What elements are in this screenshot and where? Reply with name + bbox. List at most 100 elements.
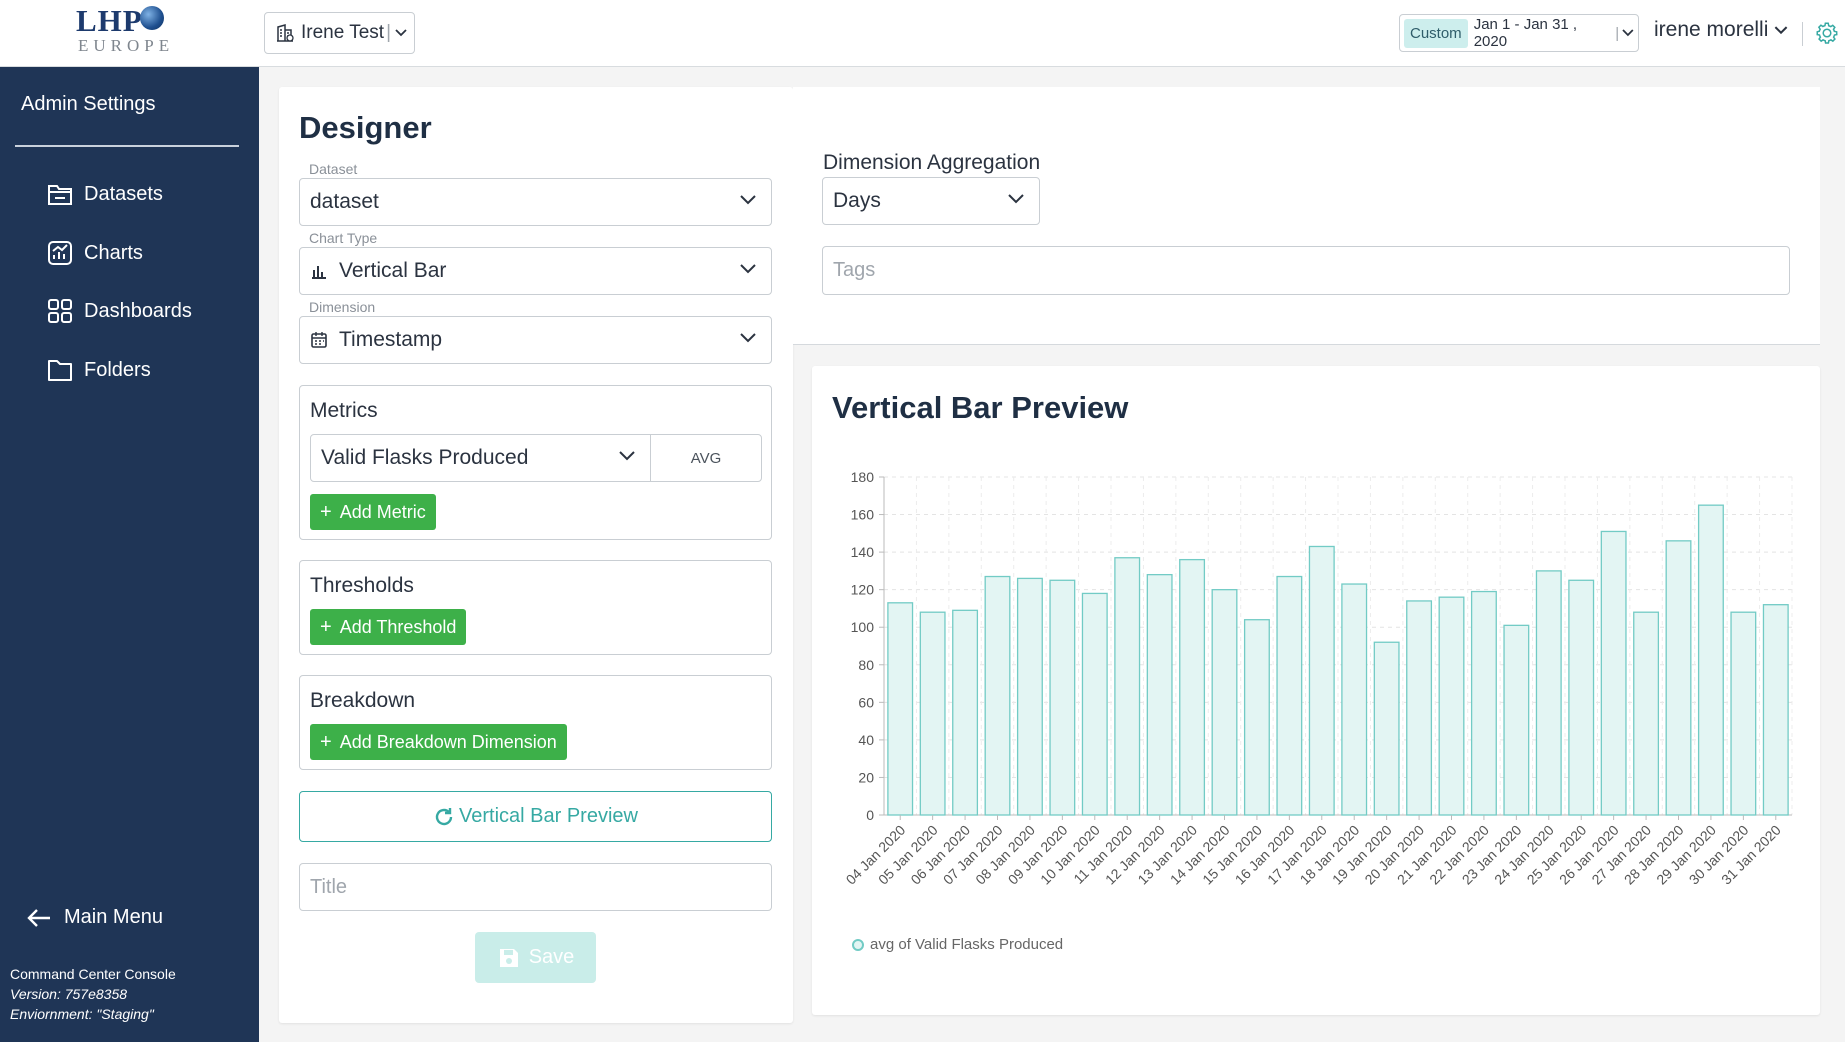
metric-value: Valid Flasks Produced xyxy=(321,446,529,469)
sidebar-item-folders[interactable]: Folders xyxy=(46,356,151,384)
aggregation-label: Dimension Aggregation xyxy=(823,151,1041,174)
y-tick-label: 40 xyxy=(858,732,874,748)
chart-bar[interactable] xyxy=(1535,570,1562,816)
building-icon xyxy=(277,24,294,42)
chart-bar[interactable] xyxy=(1049,579,1076,816)
y-tick-label: 160 xyxy=(851,507,875,523)
main-menu-link[interactable]: Main Menu xyxy=(26,906,163,929)
y-tick-label: 20 xyxy=(858,769,874,785)
dataset-value: dataset xyxy=(310,190,379,213)
calendar-icon xyxy=(311,332,327,348)
chart-bar[interactable] xyxy=(1373,641,1400,816)
metrics-title: Metrics xyxy=(310,399,378,422)
chart-bar[interactable] xyxy=(1568,579,1595,816)
chart-bar[interactable] xyxy=(887,602,914,816)
dimension-select[interactable]: Timestamp xyxy=(299,316,772,364)
bar-chart-icon xyxy=(312,266,326,279)
sidebar-item-label: Folders xyxy=(84,358,151,381)
chevron-down-icon xyxy=(1008,194,1024,204)
chart-bar[interactable] xyxy=(952,609,979,816)
add-metric-label: Add Metric xyxy=(339,501,426,522)
company-logo[interactable]: LHP EUROPE xyxy=(76,3,186,55)
chart-bar[interactable] xyxy=(1665,540,1692,816)
chart-bar[interactable] xyxy=(1600,530,1627,816)
chart-bar[interactable] xyxy=(984,575,1011,816)
plus-icon: + xyxy=(320,731,332,753)
save-icon xyxy=(499,948,518,967)
project-selector[interactable]: Irene Test | xyxy=(264,12,415,54)
chart-bar[interactable] xyxy=(1114,557,1141,816)
title-input[interactable] xyxy=(299,863,772,911)
add-metric-button[interactable]: + Add Metric xyxy=(310,494,436,530)
y-tick-label: 180 xyxy=(851,469,875,485)
top-bar: LHP EUROPE Irene Test | Custom Jan 1 - J… xyxy=(0,0,1845,67)
sidebar: Admin Settings Datasets Charts Dashboard… xyxy=(0,67,259,1042)
refresh-icon xyxy=(435,807,453,825)
date-separator: | xyxy=(1615,24,1620,42)
logo-text: LHP xyxy=(76,3,143,38)
globe-icon xyxy=(139,6,164,30)
preview-button-label: Vertical Bar Preview xyxy=(459,805,638,827)
chart-bar[interactable] xyxy=(919,611,946,816)
add-breakdown-button[interactable]: + Add Breakdown Dimension xyxy=(310,724,567,760)
save-button-label: Save xyxy=(528,946,575,968)
thresholds-title: Thresholds xyxy=(310,574,414,597)
y-tick-label: 100 xyxy=(851,619,875,635)
app-environment: Enviornment: "Staging" xyxy=(10,1006,154,1022)
chevron-down-icon xyxy=(740,333,756,343)
sidebar-item-charts[interactable]: Charts xyxy=(46,239,143,267)
sidebar-item-dashboards[interactable]: Dashboards xyxy=(46,297,192,325)
chart-bar[interactable] xyxy=(1341,583,1368,816)
chart-type-select[interactable]: Vertical Bar xyxy=(299,247,772,295)
chart-type-label: Chart Type xyxy=(309,230,378,246)
chart-bar[interactable] xyxy=(1081,592,1108,816)
dimension-label: Dimension xyxy=(309,299,376,315)
chart-bar[interactable] xyxy=(1730,611,1757,816)
preview-button[interactable]: Vertical Bar Preview xyxy=(299,791,772,842)
chart-bar[interactable] xyxy=(1633,611,1660,816)
gear-icon[interactable] xyxy=(1814,20,1840,46)
legend-marker xyxy=(852,938,864,951)
chart-bar[interactable] xyxy=(1146,573,1173,816)
thresholds-panel: Thresholds + Add Threshold xyxy=(299,560,772,655)
sidebar-divider xyxy=(15,145,239,147)
metric-aggregation-select[interactable]: AVG xyxy=(650,434,762,482)
chart-bar[interactable] xyxy=(1762,604,1789,816)
aggregation-select[interactable]: Days xyxy=(822,177,1040,225)
chart-icon xyxy=(48,241,72,265)
chart-bar[interactable] xyxy=(1179,558,1206,816)
folder-icon xyxy=(48,360,72,381)
save-button[interactable]: Save xyxy=(475,932,596,983)
main-menu-label: Main Menu xyxy=(64,906,163,928)
user-menu[interactable]: irene morelli xyxy=(1654,18,1788,42)
metric-select[interactable]: Valid Flasks Produced xyxy=(310,434,651,482)
chart-bar[interactable] xyxy=(1016,577,1043,816)
page-title: Designer xyxy=(299,110,432,145)
chart-bar[interactable] xyxy=(1276,575,1303,816)
sidebar-item-label: Charts xyxy=(84,241,143,264)
dataset-select[interactable]: dataset xyxy=(299,178,772,226)
add-breakdown-label: Add Breakdown Dimension xyxy=(339,731,557,752)
chart-bar[interactable] xyxy=(1438,596,1465,816)
tags-input[interactable] xyxy=(822,246,1790,295)
legend-label: avg of Valid Flasks Produced xyxy=(870,936,1064,953)
top-divider xyxy=(1802,22,1803,46)
chart-title: Vertical Bar Preview xyxy=(832,390,1129,425)
sidebar-item-label: Datasets xyxy=(84,182,163,205)
sidebar-title: Admin Settings xyxy=(21,93,156,115)
dataset-label: Dataset xyxy=(309,161,358,177)
sidebar-item-datasets[interactable]: Datasets xyxy=(46,180,163,208)
y-tick-label: 80 xyxy=(858,657,874,673)
chart-bar[interactable] xyxy=(1308,545,1335,816)
chart-bar[interactable] xyxy=(1211,589,1238,816)
chart-bar[interactable] xyxy=(1243,619,1270,816)
chart-bar[interactable] xyxy=(1697,504,1724,816)
add-threshold-button[interactable]: + Add Threshold xyxy=(310,609,467,645)
date-range-picker[interactable]: Custom Jan 1 - Jan 31 , 2020 | xyxy=(1399,14,1639,52)
chart-bar[interactable] xyxy=(1503,624,1530,816)
chart-bar[interactable] xyxy=(1406,600,1433,816)
chart-bar[interactable] xyxy=(1470,590,1497,816)
chart-legend[interactable]: avg of Valid Flasks Produced xyxy=(852,936,1063,953)
chevron-down-icon xyxy=(395,29,407,37)
